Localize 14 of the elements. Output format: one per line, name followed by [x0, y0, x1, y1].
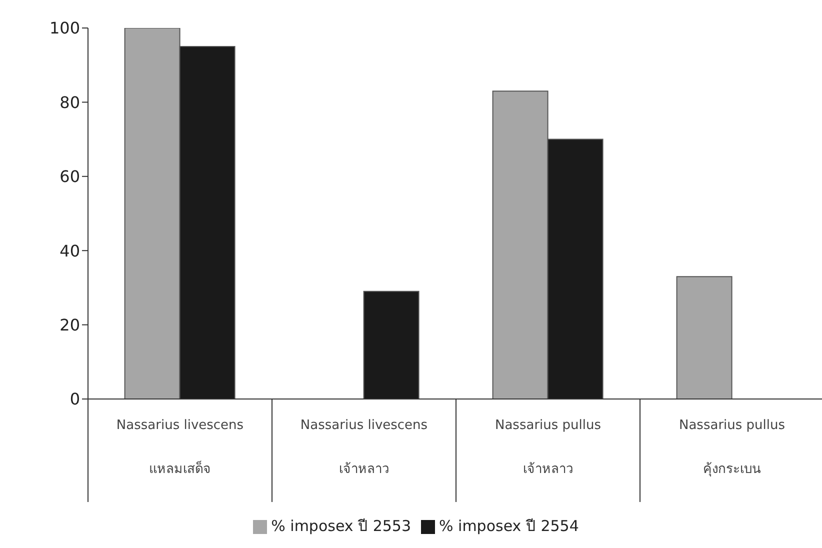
legend-label: % imposex ปี 2554 [439, 517, 579, 535]
category-label: Nassarius pullus เจ้าหลาว [494, 418, 602, 477]
y-tick-label: 80 [60, 92, 80, 112]
y-tick-label: 40 [60, 241, 80, 260]
legend-label: % imposex ปี 2553 [271, 517, 411, 535]
category-label: Nassarius pullus คุ้งกระเบน [678, 418, 786, 477]
y-tick-label: 0 [70, 390, 80, 409]
category-label: Nassarius livescens แหลมเสด็จ [116, 418, 244, 477]
category-label: Nassarius livescens เจ้าหลาว [300, 418, 428, 477]
bar [363, 290, 420, 399]
y-tick-label: 100 [49, 18, 80, 38]
bar [676, 276, 732, 399]
y-tick-label: 20 [60, 315, 80, 334]
y-tick-label: 60 [60, 167, 80, 186]
